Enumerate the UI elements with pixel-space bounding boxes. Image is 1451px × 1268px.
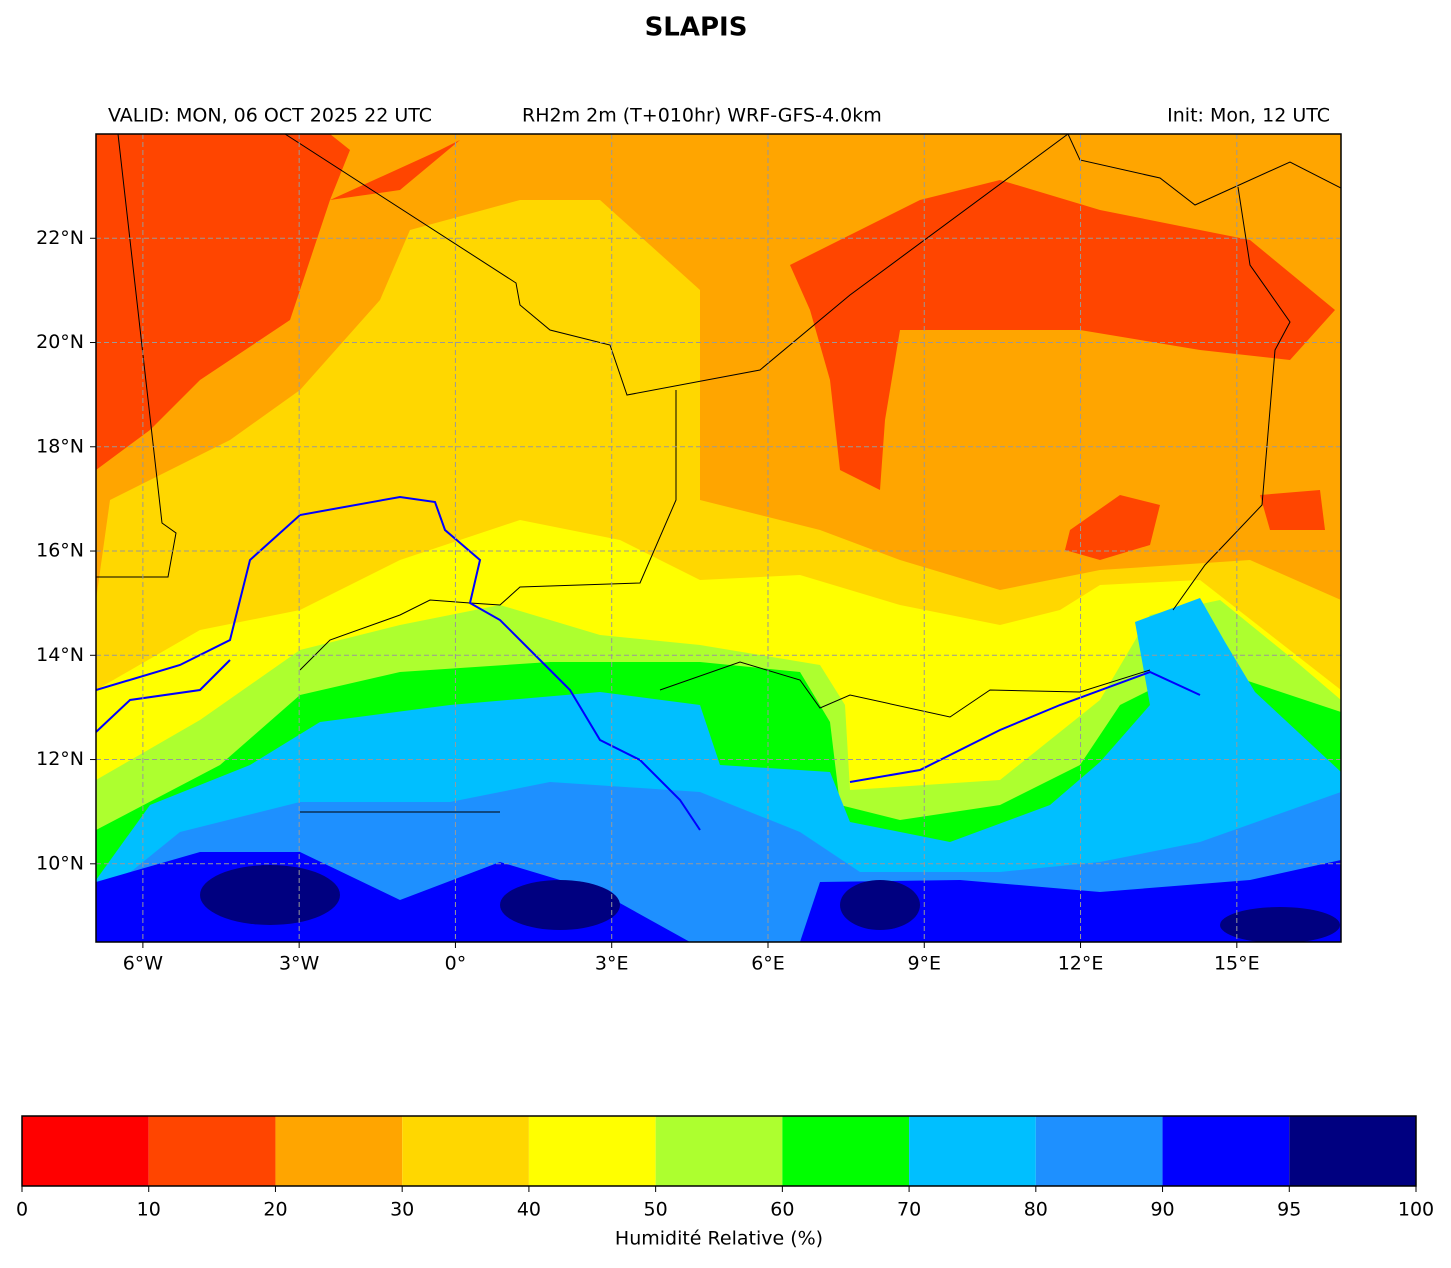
y-tick-label: 16°N [36,540,84,562]
x-tick-label: 15°E [1214,953,1260,975]
init-time: Init: Mon, 12 UTC [1167,105,1330,127]
rivers [96,495,1201,831]
x-tick-label: 9°E [907,953,941,975]
x-tick-label: 6°W [123,953,164,975]
title: SLAPIS [645,13,748,43]
colorbar-label: Humidité Relative (%) [615,1228,823,1250]
colorbar: 0 10 20 30 40 50 60 70 80 90 95 100 [16,1115,1434,1221]
field-region [330,140,460,200]
y-tick-label: 14°N [36,644,84,666]
colorbar-segment [148,1116,276,1186]
field-region [96,134,350,470]
valid-time: VALID: MON, 06 OCT 2025 22 UTC [108,105,432,127]
map-frame [95,133,1342,943]
colorbar-tick-label: 95 [1277,1199,1301,1221]
colorbar-tick-label: 20 [263,1199,287,1221]
y-tick-label: 20°N [36,331,84,353]
colorbar-segment [909,1116,1036,1186]
border [1067,134,1341,206]
border [299,390,677,671]
border [659,661,1151,718]
river [96,659,231,733]
colorbar-segment [1035,1116,1163,1186]
colorbar-segment [528,1116,656,1186]
colorbar-segment [275,1116,403,1186]
field-region [1065,495,1160,560]
field-region [1260,490,1325,530]
colorbar-segment [1289,1116,1416,1186]
colorbar-tick-label: 70 [897,1199,921,1221]
field-region [840,880,920,930]
colorbar-tick-label: 10 [137,1199,161,1221]
colorbar-segment [1162,1116,1290,1186]
border [1172,186,1291,611]
colorbar-segment [782,1116,910,1186]
grid [96,134,1341,942]
x-tick-label: 0° [445,953,467,975]
colorbar-tick-label: 50 [644,1199,668,1221]
y-tick-label: 12°N [36,748,84,770]
borders [96,134,1341,813]
colorbar-segment [655,1116,783,1186]
x-tick-label: 3°E [595,953,629,975]
river [96,495,701,831]
field-region [1220,907,1340,942]
colorbar-segment [402,1116,529,1186]
field-region [800,860,1341,942]
map-field [96,134,1341,942]
axes: 6°W 3°W 0° 3°E 6°E 9°E 12°E 15°E 10°N 12°N 14°N 16°… [36,227,1260,975]
colorbar-tick-label: 40 [517,1199,541,1221]
y-tick-label: 18°N [36,435,84,457]
x-tick-label: 12°E [1058,953,1104,975]
colorbar-tick-label: 0 [16,1199,28,1221]
colorbar-tick-label: 100 [1398,1199,1434,1221]
border [96,134,177,578]
x-tick-label: 3°W [279,953,320,975]
colorbar-frame [21,1115,1417,1187]
colorbar-tick-label: 90 [1150,1199,1174,1221]
field-region [200,865,340,925]
colorbar-tick-label: 30 [390,1199,414,1221]
border [284,134,1069,396]
field-region [790,180,1335,490]
field-region [500,880,620,930]
field-label: RH2m 2m (T+010hr) WRF-GFS-4.0km [522,105,882,127]
colorbar-tick-label: 60 [770,1199,794,1221]
y-tick-label: 10°N [36,852,84,874]
river [849,670,1201,783]
colorbar-tick-label: 80 [1024,1199,1048,1221]
y-tick-label: 22°N [36,227,84,249]
x-tick-label: 6°E [751,953,785,975]
colorbar-segment [22,1116,149,1186]
